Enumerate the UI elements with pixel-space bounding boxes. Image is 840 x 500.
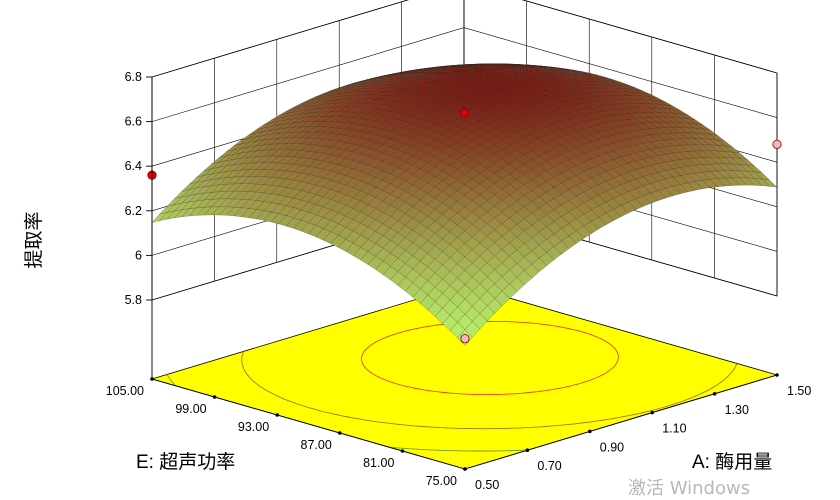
x-tick-mark [713,392,717,396]
y-tick-label: 81.00 [363,456,394,470]
z-tick-label: 6.8 [125,70,142,84]
z-axis-title: 提取率 [23,211,45,268]
windows-activation-watermark: 激活 Windows [628,474,750,500]
y-tick-label: 99.00 [175,402,206,416]
y-tick-mark [463,467,467,471]
x-tick-mark [588,430,592,434]
y-tick-mark [275,413,279,417]
x-tick-label: 1.10 [662,422,686,436]
x-tick-label: 0.70 [537,459,561,473]
x-tick-label: 0.50 [475,478,499,492]
y-tick-label: 105.00 [106,384,144,398]
x-tick-label: 1.30 [725,403,749,417]
z-tick-label: 5.8 [125,293,142,307]
x-axis-title: A: 酶用量 [692,451,772,473]
x-tick-label: 0.90 [600,440,624,454]
y-tick-mark [338,431,342,435]
z-tick-label: 6 [135,248,142,262]
y-tick-mark [213,395,217,399]
x-tick-label: 1.50 [787,384,811,398]
y-tick-label: 93.00 [238,420,269,434]
design-point [773,140,781,148]
z-tick-label: 6.4 [125,159,142,173]
design-point [460,109,468,117]
y-tick-label: 87.00 [301,438,332,452]
x-tick-mark [526,448,530,452]
x-tick-mark [650,411,654,415]
y-tick-label: 75.00 [426,474,457,488]
design-point [461,335,469,343]
z-tick-label: 6.6 [125,115,142,129]
y-tick-mark [401,449,405,453]
z-tick-label: 6.2 [125,204,142,218]
y-tick-mark [150,377,154,381]
x-tick-mark [775,373,779,377]
y-axis-title: E: 超声功率 [136,451,235,473]
